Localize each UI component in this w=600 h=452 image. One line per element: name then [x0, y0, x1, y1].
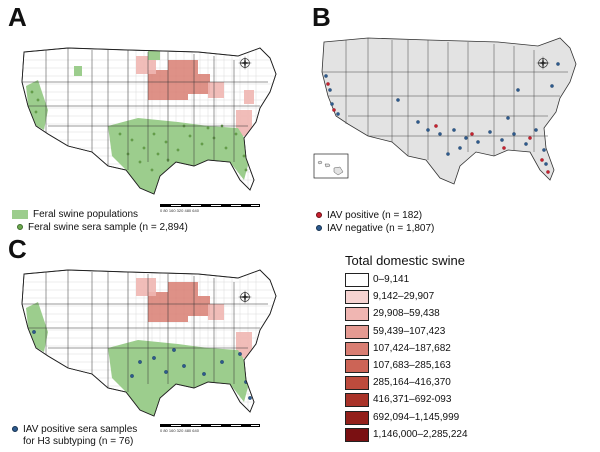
domestic-legend-item: 416,371–692-093 — [345, 393, 525, 409]
feral-sera-dot — [17, 224, 23, 231]
domestic-legend-swatch — [345, 359, 369, 373]
domestic-legend-label: 9,142–29,907 — [373, 291, 435, 303]
panel-b-map — [313, 37, 577, 185]
domestic-legend-label: 107,424–187,682 — [373, 342, 451, 354]
domestic-legend-swatch — [345, 410, 369, 425]
panel-b-letter: B — [312, 2, 331, 32]
domestic-legend-swatch — [345, 273, 369, 287]
legend-feral-sera: Feral swine sera sample (n = 2,894) — [17, 222, 188, 234]
domestic-legend-label: 285,164–416,370 — [373, 377, 451, 389]
domestic-legend-label: 0–9,141 — [373, 274, 410, 285]
legend-h3-line1: IAV positive sera samples — [23, 424, 138, 435]
legend-iav-negative-label: IAV negative (n = 1,807) — [327, 223, 435, 234]
domestic-legend-label: 59,439–107,423 — [373, 325, 446, 337]
domestic-legend-swatch — [345, 290, 369, 305]
domestic-legend-item: 692,094–1,145,999 — [345, 410, 525, 427]
domestic-legend-item: 9,142–29,907 — [345, 290, 525, 306]
feral-population-swatch — [12, 209, 28, 219]
domestic-legend-label: 107,683–285,163 — [373, 360, 451, 371]
domestic-legend-item: 29,908–59,438 — [345, 307, 525, 323]
legend-feral-populations: Feral swine populations — [12, 209, 138, 221]
legend-h3-line2-row: for H3 subtyping (n = 76) — [23, 436, 133, 448]
legend-feral-populations-label: Feral swine populations — [33, 209, 139, 220]
domestic-legend-item: 0–9,141 — [345, 273, 525, 289]
domestic-legend-label: 416,371–692-093 — [373, 394, 452, 406]
domestic-legend-item: 107,424–187,682 — [345, 341, 525, 358]
scale-bar-c: 0 80 160 320 480 640 — [160, 424, 260, 434]
domestic-legend-swatch — [345, 307, 369, 322]
iav-positive-dot — [316, 212, 322, 219]
scale-ticks-c: 0 80 160 320 480 640 — [160, 428, 199, 433]
domestic-legend-title: Total domestic swine — [345, 253, 465, 268]
legend-iav-negative: IAV negative (n = 1,807) — [316, 223, 434, 235]
domestic-legend-label: 692,094–1,145,999 — [373, 411, 460, 423]
domestic-legend-item: 1,146,000–2,285,224 — [345, 427, 525, 444]
panel-c-map — [21, 269, 277, 417]
iav-negative-dot — [316, 225, 322, 232]
hawaii-inset — [313, 153, 349, 179]
domestic-legend-label: 29,908–59,438 — [373, 308, 440, 320]
domestic-legend-swatch — [345, 393, 369, 408]
domestic-legend-item: 285,164–416,370 — [345, 376, 525, 392]
us-outline-b — [321, 37, 577, 185]
scale-bar-a: 0 80 160 320 480 640 — [160, 204, 260, 214]
legend-h3-line2: for H3 subtyping (n = 76) — [23, 436, 134, 447]
h3-sample-dot — [12, 426, 18, 433]
domestic-legend-item: 59,439–107,423 — [345, 324, 525, 341]
north-arrow-icon — [238, 56, 252, 70]
north-arrow-icon-b — [536, 56, 550, 70]
panel-a-letter: A — [8, 2, 27, 32]
legend-iav-positive: IAV positive (n = 182) — [316, 210, 422, 222]
legend-h3-samples: IAV positive sera samples — [12, 424, 137, 436]
north-arrow-icon-c — [238, 290, 252, 304]
panel-c-letter: C — [8, 234, 27, 264]
domestic-legend-label: 1,146,000–2,285,224 — [373, 428, 468, 440]
legend-iav-positive-label: IAV positive (n = 182) — [327, 210, 423, 221]
domestic-legend-swatch — [345, 376, 369, 391]
panel-a-map — [21, 47, 277, 195]
scale-ticks-a: 0 80 160 320 480 640 — [160, 208, 199, 213]
domestic-legend-swatch — [345, 427, 369, 442]
domestic-legend-swatch — [345, 341, 369, 356]
domestic-legend-item: 107,683–285,163 — [345, 359, 525, 375]
legend-feral-sera-label: Feral swine sera sample (n = 2,894) — [28, 222, 188, 233]
domestic-legend-swatch — [345, 324, 369, 339]
